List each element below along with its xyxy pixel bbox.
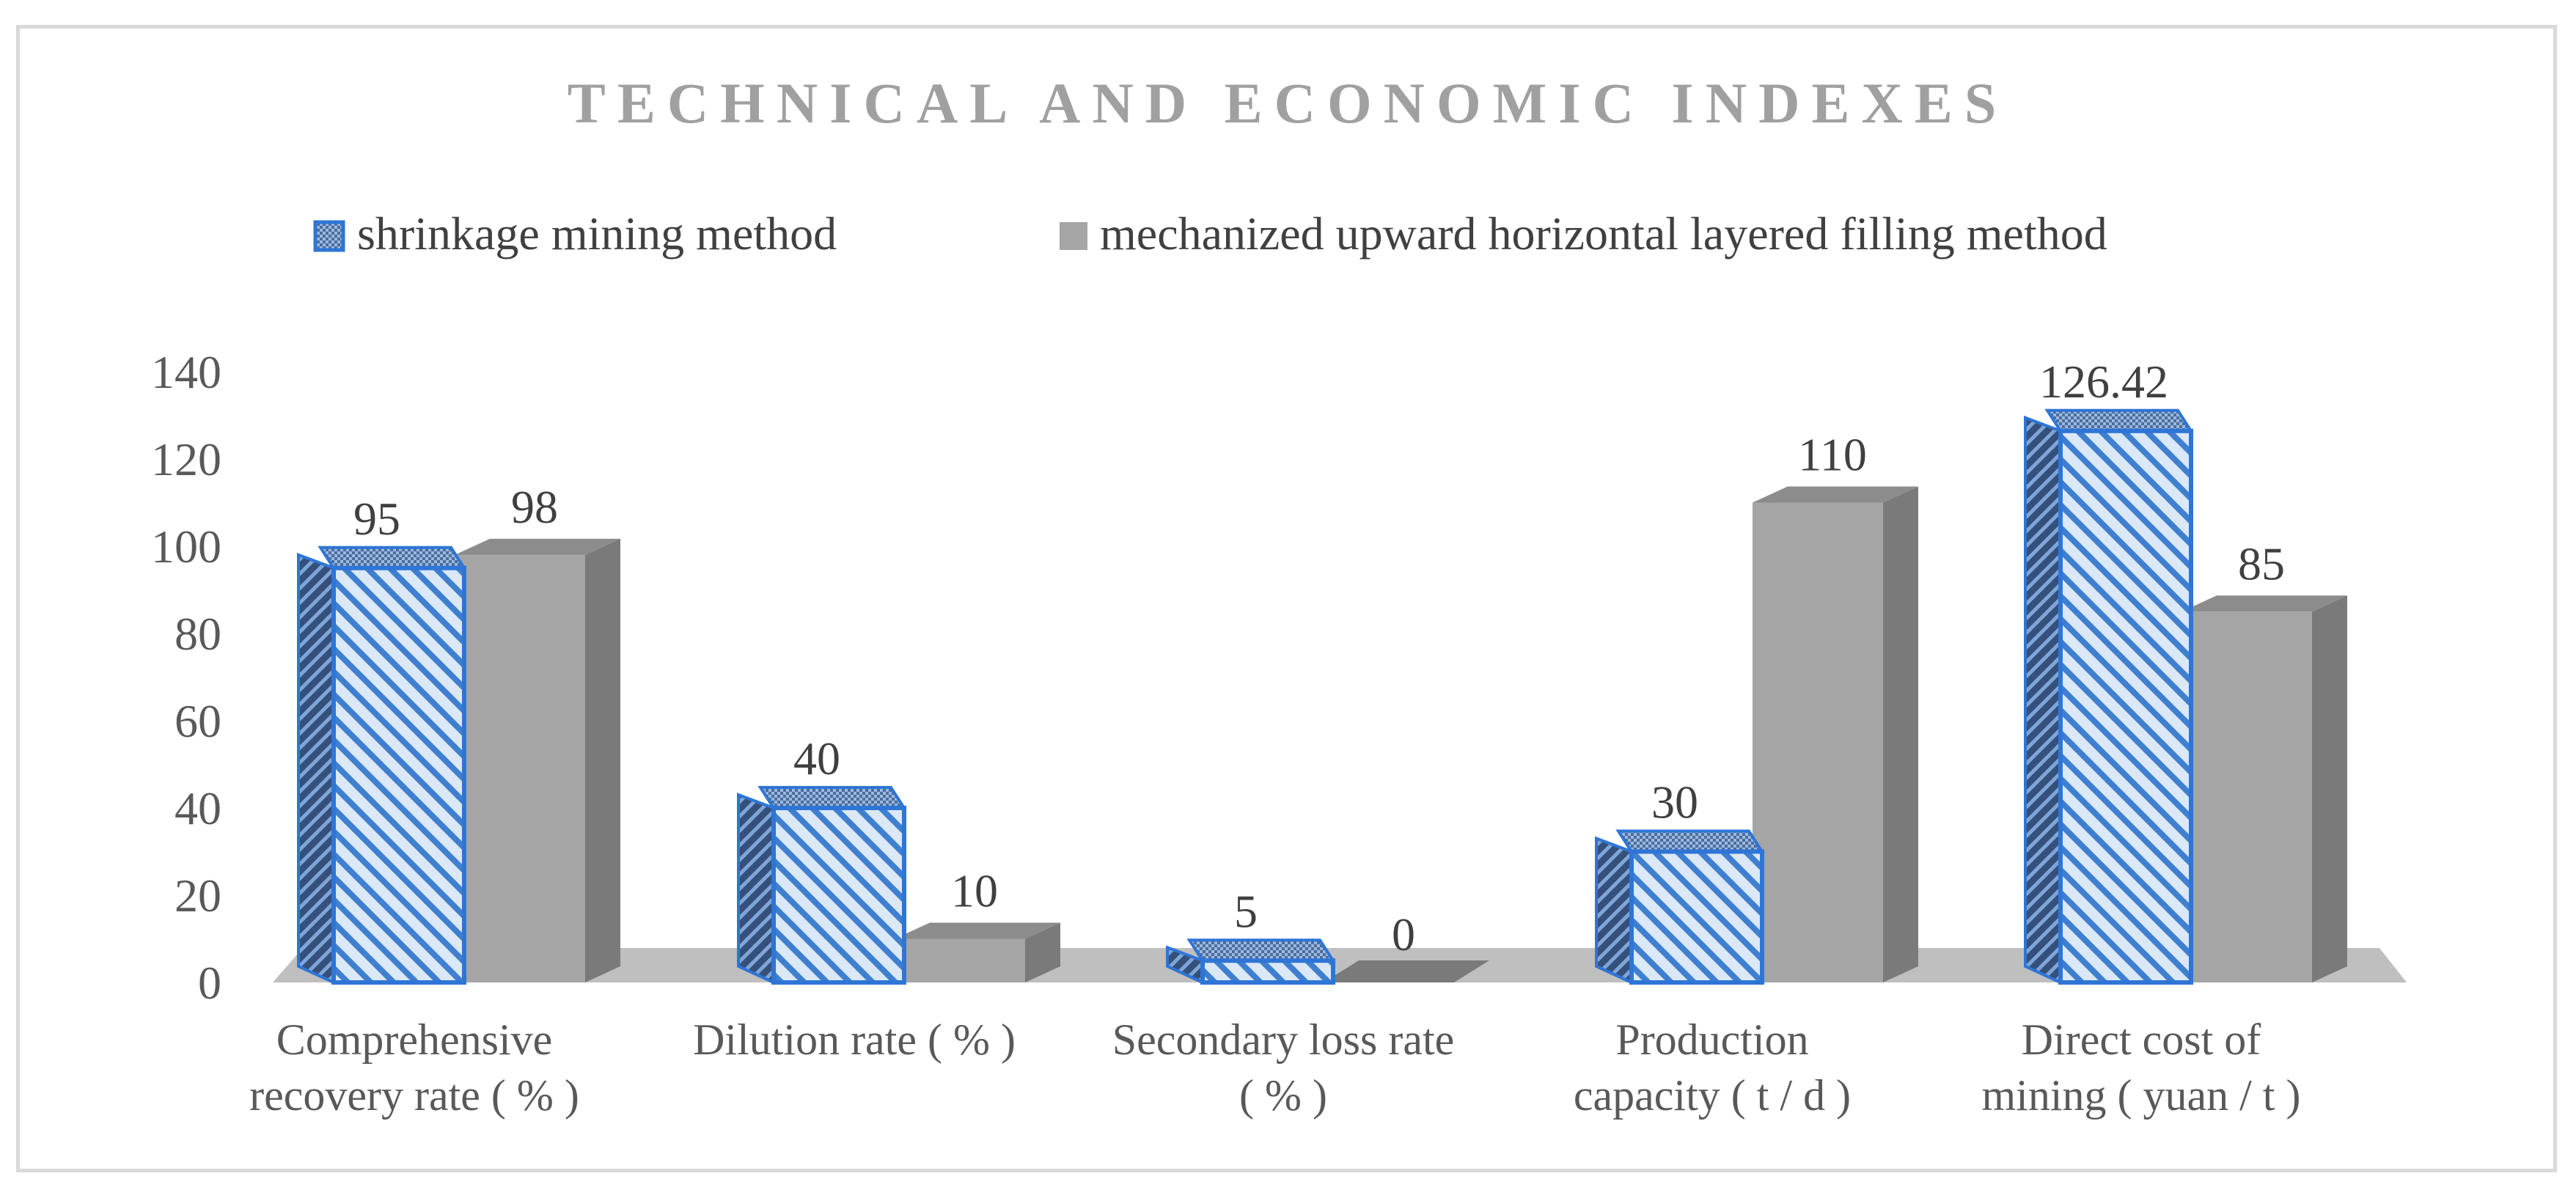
bar-top: [1615, 829, 1765, 853]
bar-front: [771, 806, 906, 985]
bar-top: [318, 545, 467, 570]
x-category-label: recovery rate ( % ): [249, 1071, 579, 1120]
bar-side: [2024, 415, 2062, 985]
bar-series-1: [1166, 938, 1336, 985]
legend: shrinkage mining method mechanized upwar…: [313, 207, 2107, 260]
y-tick-label: 0: [198, 957, 221, 1009]
bar-front: [331, 565, 466, 985]
bar-series-2: [2181, 595, 2347, 982]
bar-front: [2058, 428, 2193, 985]
bar-top: [895, 922, 1060, 939]
x-category-label: Secondary loss rate: [1112, 1015, 1455, 1064]
chart-title: TECHNICAL AND ECONOMIC INDEXES: [568, 71, 2008, 135]
bar-top: [757, 786, 907, 809]
legend-item-series-1: shrinkage mining method: [313, 207, 837, 260]
bar-front: [1629, 849, 1764, 985]
legend-swatch-series-2: [1060, 222, 1087, 250]
legend-swatch-series-1: [313, 220, 345, 252]
bar-top: [2181, 595, 2347, 612]
bar-front: [1753, 502, 1883, 982]
bar-series-1: [2024, 408, 2194, 985]
data-label-series-1: 5: [1234, 885, 1258, 937]
x-category-label: capacity ( t / d ): [1574, 1071, 1851, 1120]
y-axis: 0 20 40 60 80 100 120 140: [151, 346, 221, 1009]
x-category-label: mining ( yuan / t ): [1982, 1071, 2301, 1120]
x-category-label: Direct cost of: [2022, 1015, 2261, 1064]
bar-front: [895, 938, 1025, 982]
bar-top: [1324, 960, 1489, 982]
data-label-series-1: 126.42: [2039, 356, 2168, 408]
bar-series-2: [1753, 486, 1918, 982]
y-tick-label: 60: [175, 695, 221, 747]
bar-series-2: [1324, 960, 1489, 982]
bar-side: [1595, 836, 1633, 985]
bar-side: [585, 538, 620, 982]
bar-top: [2044, 408, 2194, 433]
legend-label-series-2: mechanized upward horizontal layered fil…: [1100, 207, 2107, 260]
bar-side: [1025, 922, 1060, 982]
y-tick-label: 40: [175, 782, 221, 834]
data-label-series-2: 110: [1798, 429, 1867, 481]
data-label-series-1: 30: [1651, 776, 1698, 828]
bar-front: [1200, 958, 1335, 985]
bar-top: [455, 538, 620, 555]
data-label-series-2: 85: [2238, 537, 2285, 589]
y-tick-label: 20: [175, 870, 221, 922]
data-label-series-2: 10: [951, 865, 998, 917]
x-category-label: Production: [1615, 1015, 1808, 1064]
y-tick-label: 80: [175, 608, 221, 660]
x-axis: Comprehensive recovery rate ( % ) Dilution…: [249, 1015, 2300, 1120]
bar-series-2: [895, 922, 1060, 982]
bar-top: [1186, 938, 1336, 963]
bar-side: [737, 793, 775, 985]
bars: 98 95 10 40 0 5 110 30 85 126.42: [297, 356, 2347, 985]
bar-series-1: [1595, 829, 1765, 985]
x-category-label: Dilution rate ( % ): [693, 1015, 1016, 1064]
bar-side: [1883, 486, 1918, 982]
data-label-series-2: 98: [511, 481, 558, 533]
bar-series-1: [297, 545, 467, 985]
legend-item-series-2: mechanized upward horizontal layered fil…: [1060, 207, 2107, 260]
bar-series-1: [737, 786, 907, 985]
x-category-label: ( % ): [1239, 1071, 1327, 1120]
y-tick-label: 140: [151, 346, 221, 398]
bar-side: [297, 552, 335, 985]
y-tick-label: 100: [151, 521, 221, 573]
bar-series-2: [455, 538, 620, 982]
y-tick-label: 120: [151, 433, 221, 485]
bar-side: [2312, 595, 2347, 982]
data-label-series-1: 40: [793, 732, 840, 784]
data-label-series-2: 0: [1392, 908, 1415, 960]
data-label-series-1: 95: [353, 493, 400, 545]
bar-top: [1753, 486, 1918, 503]
x-category-label: Comprehensive: [276, 1015, 553, 1064]
bar-front: [2181, 611, 2312, 982]
bar-front: [455, 554, 585, 982]
legend-label-series-1: shrinkage mining method: [357, 207, 837, 260]
